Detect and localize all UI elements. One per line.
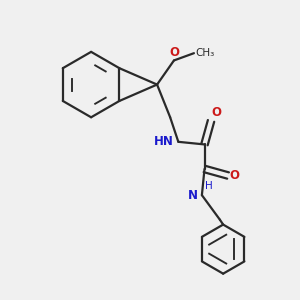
Text: HN: HN [154,135,173,148]
Text: O: O [230,169,240,182]
Text: N: N [188,189,198,202]
Text: CH₃: CH₃ [196,48,215,58]
Text: H: H [205,181,212,191]
Text: O: O [169,46,179,59]
Text: O: O [212,106,222,119]
